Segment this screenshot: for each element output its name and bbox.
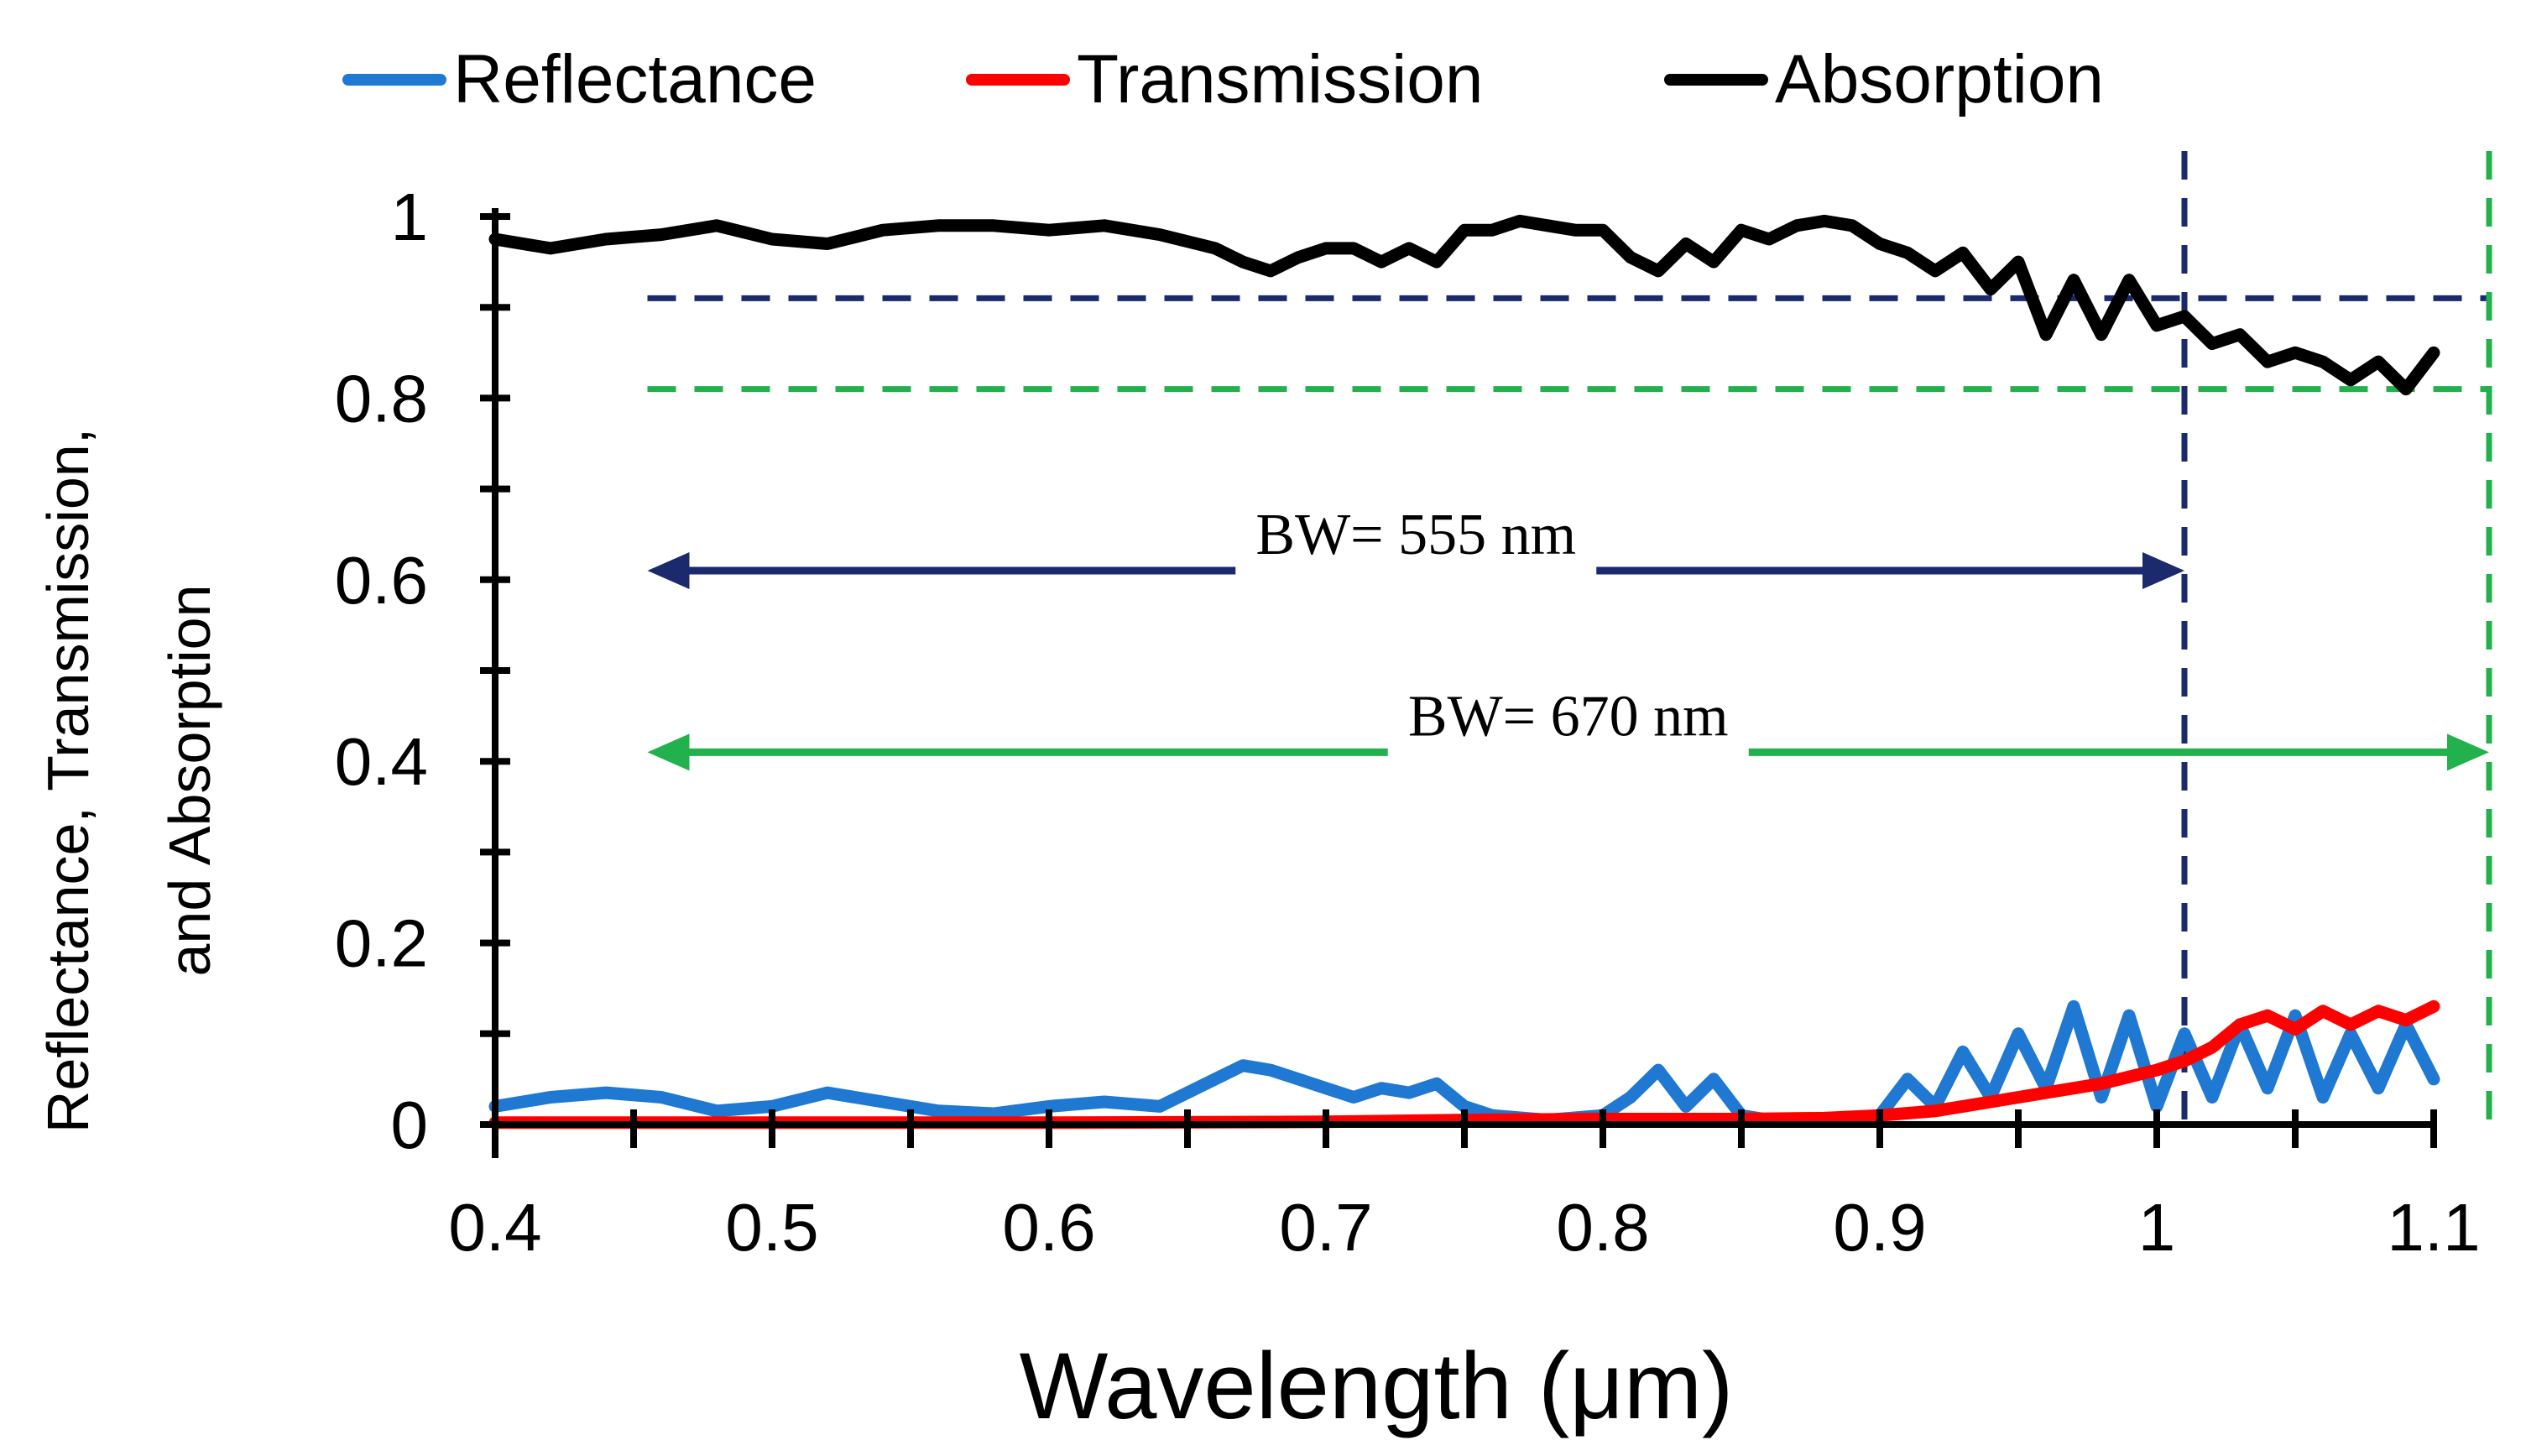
legend-label-absorption: Absorption: [1775, 41, 2104, 117]
x-tick-label: 1.1: [2387, 1190, 2480, 1265]
legend-label-reflectance: Reflectance: [453, 41, 817, 117]
x-tick-label: 0.8: [1556, 1190, 1649, 1265]
bandwidth-arrowhead-left-0: [647, 551, 690, 589]
series-line-reflectance: [488, 999, 2440, 1128]
series-line-transmission: [488, 999, 2440, 1130]
x-tick-label: 1: [2138, 1190, 2176, 1265]
plot-area: [488, 151, 2492, 1130]
y-tick-label: 0.6: [335, 543, 428, 618]
x-tick-label: 0.4: [448, 1190, 541, 1265]
x-tick-label: 0.6: [1002, 1190, 1095, 1265]
y-axis-label-line-2: and Absorption: [157, 584, 222, 976]
legend: Reflectance Transmission Absorption: [342, 41, 2104, 117]
axis-ticks: 0 0.2 0.4 0.6 0.8 1 0.4 0.5 0.6 0.7 0.8 0.9 1 1.1: [335, 180, 2481, 1265]
y-tick-label: 0.4: [335, 724, 428, 799]
x-tick-label: 0.5: [725, 1190, 818, 1265]
legend-label-transmission: Transmission: [1077, 41, 1484, 117]
bandwidth-label-670: BW= 670 nm: [1408, 684, 1729, 749]
bandwidth-label-555: BW= 555 nm: [1255, 503, 1576, 567]
y-axis-label-line-1: Reflectance, Transmission,: [35, 428, 101, 1133]
y-tick-label: 0.2: [335, 906, 428, 981]
y-tick-label: 0: [391, 1088, 429, 1162]
y-tick-label: 1: [391, 180, 429, 254]
bandwidth-arrowhead-right-0: [2142, 551, 2184, 589]
bandwidth-arrowhead-right-1: [2447, 733, 2489, 771]
x-tick-label: 0.7: [1279, 1190, 1372, 1265]
series-line-absorption: [488, 214, 2440, 396]
bandwidth-arrowhead-left-1: [647, 733, 690, 771]
x-tick-label: 0.9: [1833, 1190, 1926, 1265]
x-axis-label: Wavelength (μm): [1020, 1333, 1734, 1438]
y-tick-label: 0.8: [335, 361, 428, 436]
